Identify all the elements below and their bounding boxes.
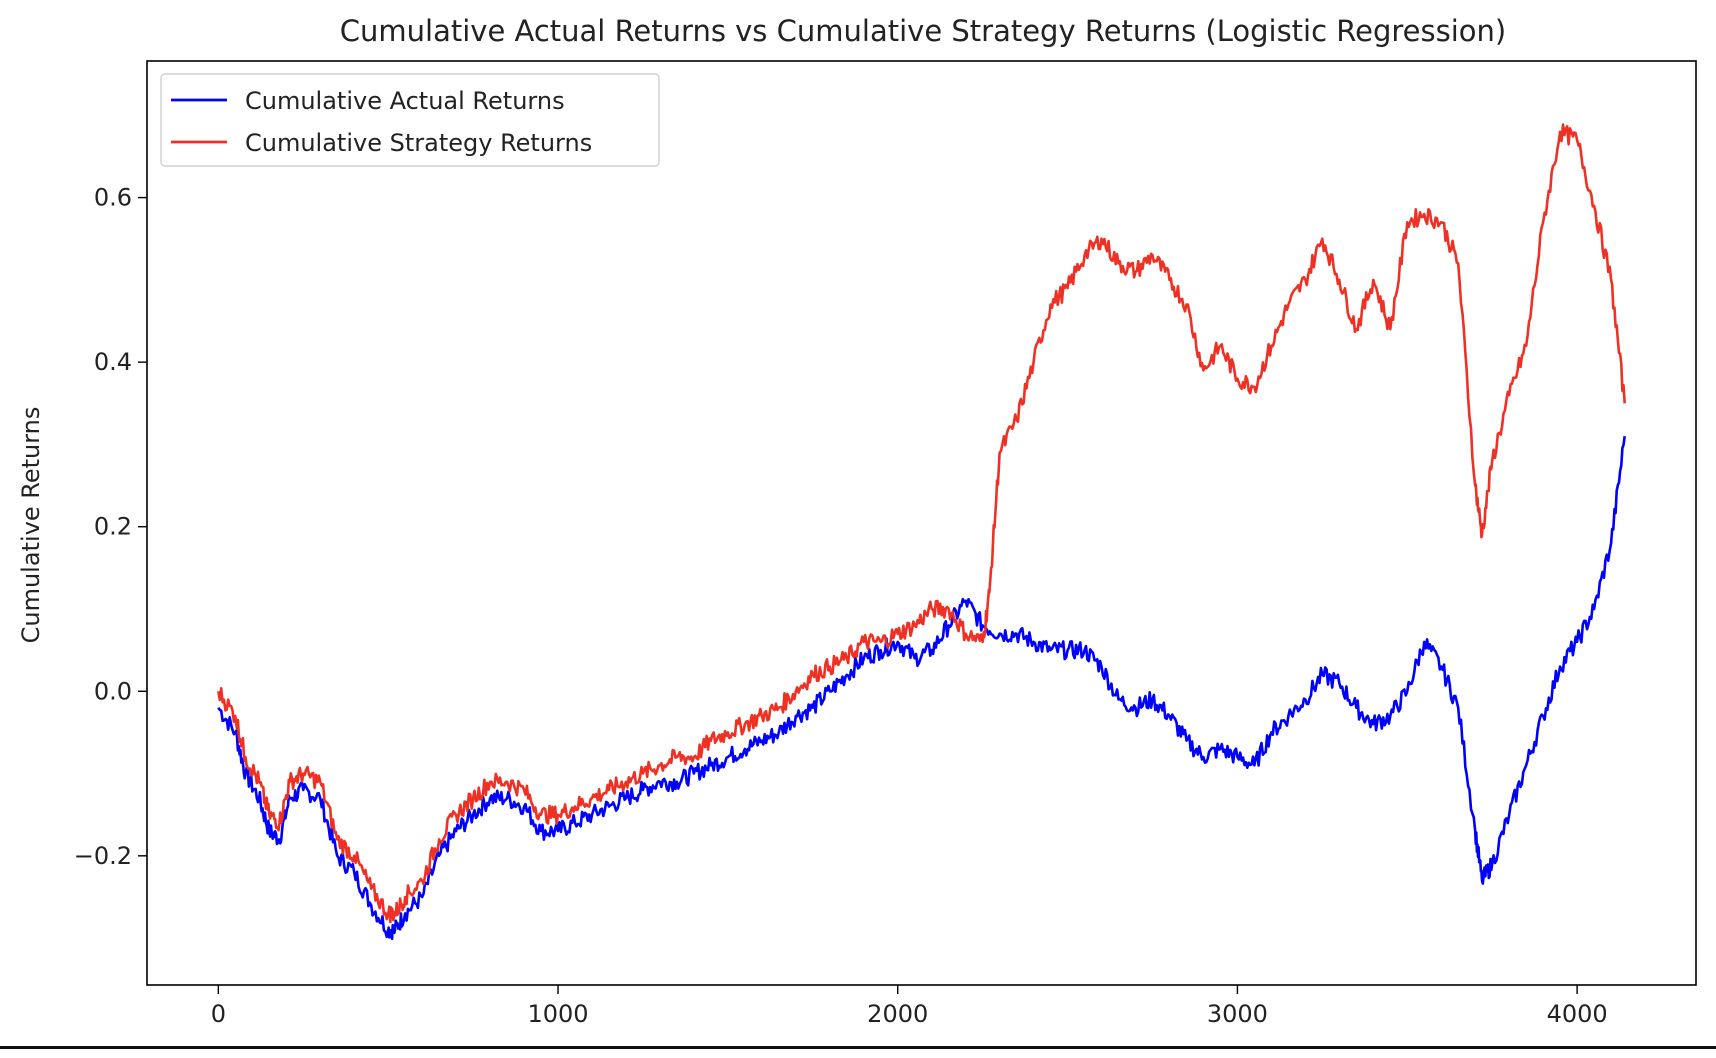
series-line-1 [217,123,1626,924]
bottom-border-line [0,1046,1716,1049]
legend-label-1: Cumulative Strategy Returns [245,129,592,157]
plot-area [217,123,1626,941]
chart-title: Cumulative Actual Returns vs Cumulative … [340,14,1506,48]
series-line-0 [217,436,1626,941]
y-tick-label: 0.0 [94,677,132,705]
y-tick-label: −0.2 [74,842,132,870]
x-tick-label: 3000 [1207,1000,1268,1028]
y-axis-label: Cumulative Returns [17,407,45,644]
x-tick-label: 0 [211,1000,226,1028]
plot-frame [146,60,1697,986]
legend: Cumulative Actual Returns Cumulative Stra… [160,73,660,167]
legend-box [160,73,660,167]
y-tick-label: 0.6 [94,184,132,212]
x-tick-label: 4000 [1547,1000,1608,1028]
axes: 0 1000 2000 3000 4000 −0.2 0.0 0.2 0.4 0.6 [74,60,1697,1028]
legend-label-0: Cumulative Actual Returns [245,87,565,115]
x-tick-label: 2000 [867,1000,928,1028]
y-tick-label: 0.2 [94,513,132,541]
y-tick-label: 0.4 [94,348,132,376]
x-tick-label: 1000 [527,1000,588,1028]
